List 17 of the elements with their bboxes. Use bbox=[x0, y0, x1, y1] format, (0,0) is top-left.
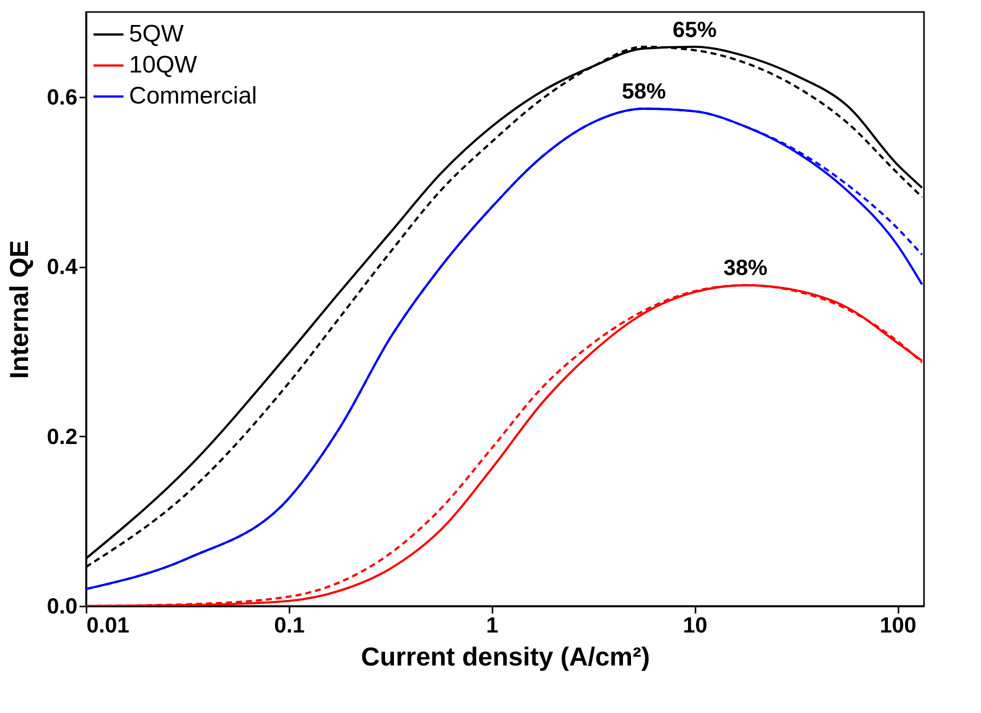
annotation: 38% bbox=[723, 255, 768, 280]
y-tick-label: 0.0 bbox=[46, 594, 78, 618]
x-tick-label: 0.1 bbox=[274, 612, 305, 638]
y-tick-label: 0.4 bbox=[46, 254, 78, 280]
x-tick-label: 100 bbox=[880, 612, 916, 638]
annotation: 58% bbox=[622, 78, 666, 104]
y-tick-label: 0.6 bbox=[46, 84, 78, 110]
legend-label: 10QW bbox=[129, 52, 198, 78]
x-axis-title: Current density (A/cm²) bbox=[361, 642, 650, 672]
legend-label: Commercial bbox=[129, 82, 258, 110]
y-tick-label: 0.2 bbox=[46, 424, 78, 449]
y-axis-title: Internal QE bbox=[4, 240, 34, 379]
annotation: 65% bbox=[672, 16, 717, 42]
x-tick-label: 10 bbox=[682, 612, 708, 638]
x-tick-label: 0.01 bbox=[86, 612, 130, 638]
x-tick-label: 1 bbox=[486, 612, 498, 638]
legend-label: 5QW bbox=[129, 20, 184, 48]
